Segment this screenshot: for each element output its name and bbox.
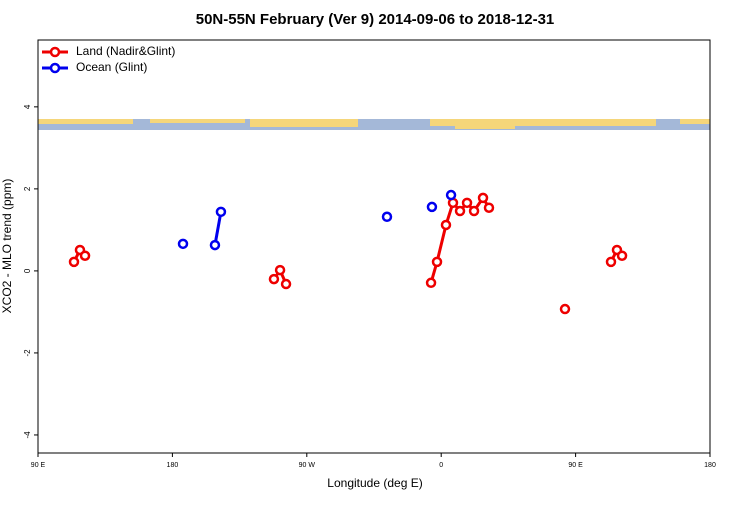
map-strip <box>38 119 710 130</box>
x-tick-label: 90 W <box>299 462 316 469</box>
point <box>79 250 91 261</box>
plot-frame <box>37 39 711 454</box>
point <box>461 197 473 209</box>
point <box>605 256 617 268</box>
x-axis-label: Longitude (deg E) <box>327 476 422 490</box>
point <box>274 264 286 276</box>
y-tick-label: -4 <box>23 431 32 439</box>
y-tick-label: 4 <box>23 104 32 109</box>
point <box>426 201 438 213</box>
point <box>381 211 393 223</box>
point <box>68 256 80 268</box>
point <box>477 192 489 204</box>
point <box>454 205 466 217</box>
point <box>425 277 437 289</box>
x-tick-label: 90 E <box>31 462 46 469</box>
y-tick-label: 2 <box>23 186 32 191</box>
point <box>616 250 628 261</box>
point <box>440 219 452 231</box>
point <box>445 189 457 201</box>
x-tick-label: 180 <box>704 462 716 469</box>
point <box>215 206 227 218</box>
y-axis-label: XCO2 - MLO trend (ppm) <box>0 179 14 314</box>
x-tick-label: 180 <box>167 462 179 469</box>
chart-title: 50N-55N February (Ver 9) 2014-09-06 to 2… <box>196 11 555 28</box>
x-tick-label: 90 E <box>568 462 583 469</box>
y-tick-label: 0 <box>23 268 32 273</box>
point <box>177 238 189 250</box>
point <box>209 239 221 251</box>
point <box>559 303 571 315</box>
point <box>431 256 443 268</box>
point <box>468 205 480 217</box>
legend-label: Land (Nadir&Glint) <box>76 44 175 58</box>
point <box>268 273 280 285</box>
legend-label: Ocean (Glint) <box>76 60 147 74</box>
legend-marker <box>49 46 61 58</box>
point <box>483 202 495 213</box>
x-tick-label: 0 <box>439 462 443 469</box>
legend-marker <box>49 62 61 74</box>
y-tick-label: -2 <box>23 349 32 357</box>
point <box>280 278 292 290</box>
